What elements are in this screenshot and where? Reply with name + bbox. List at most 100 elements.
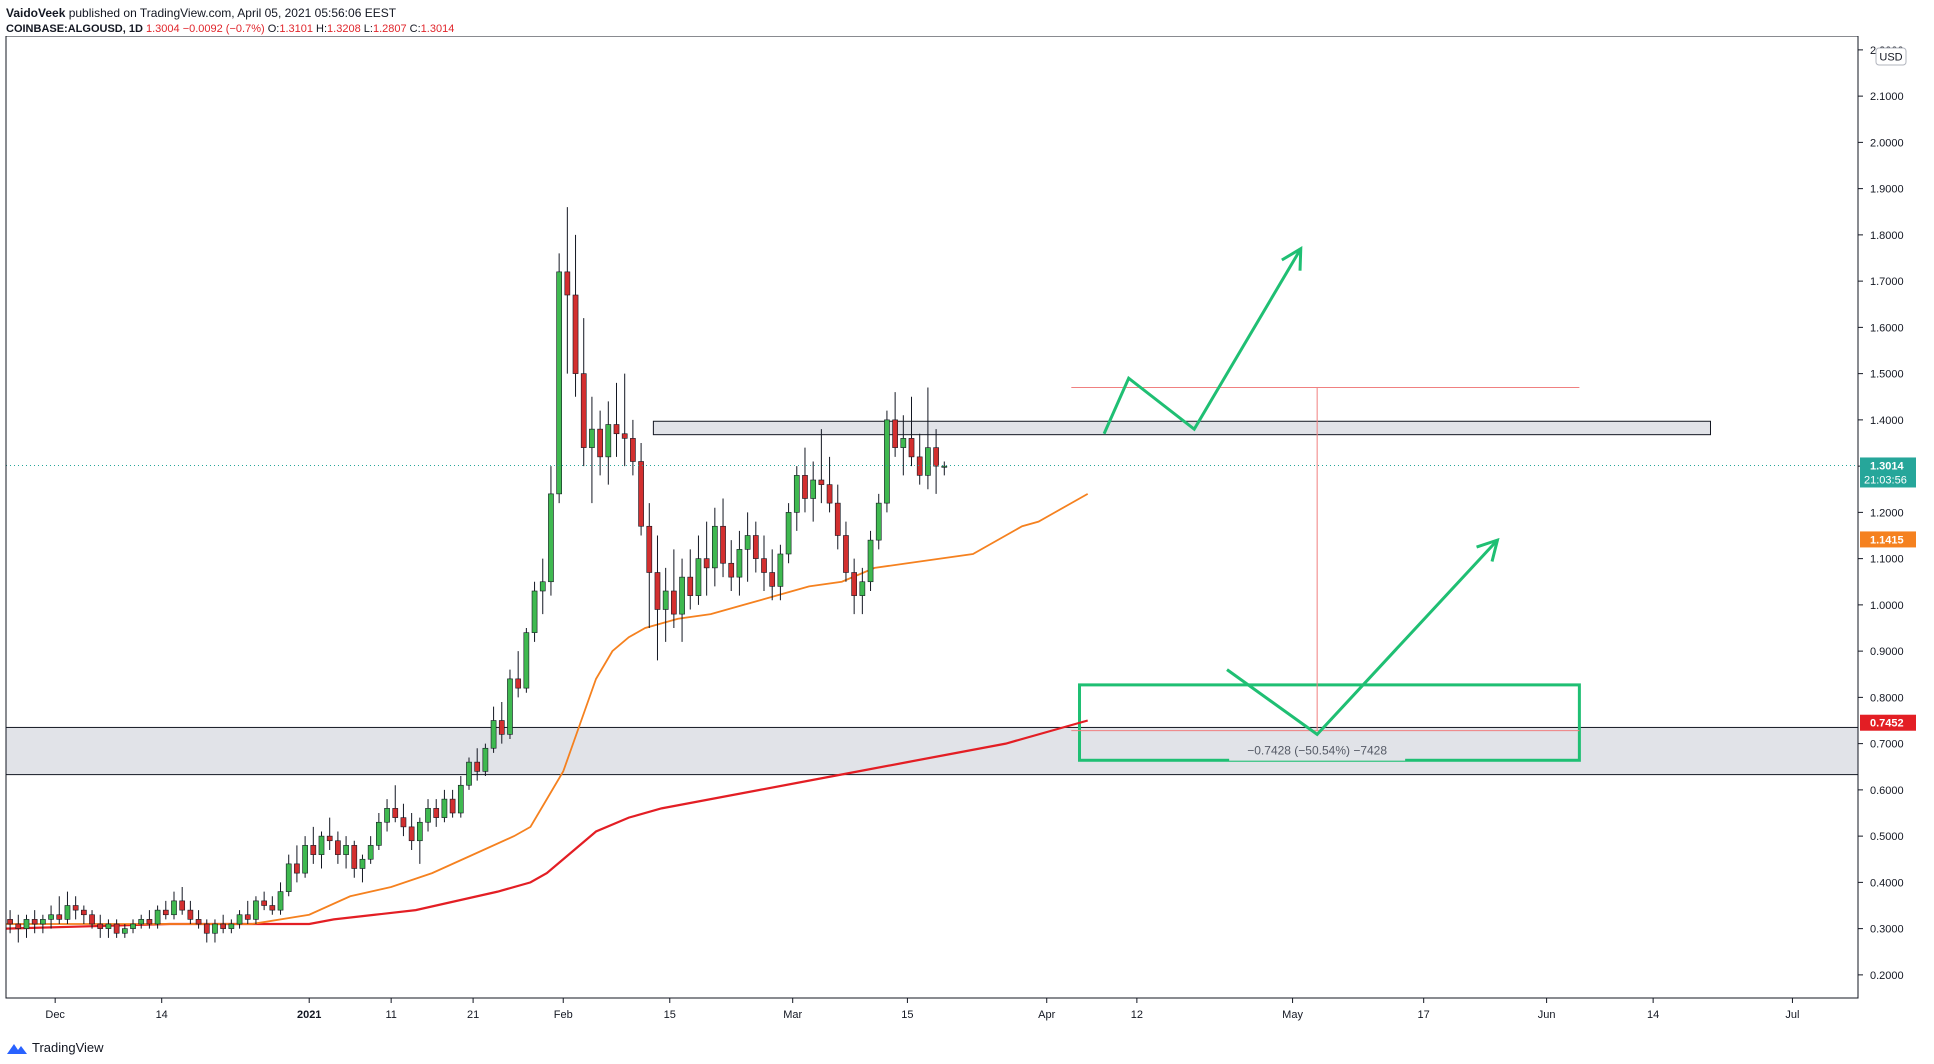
x-tick-label: May <box>1282 1009 1303 1021</box>
x-tick-label: Dec <box>45 1009 65 1021</box>
x-tick-label: Jun <box>1538 1009 1556 1021</box>
candle-up <box>712 525 718 569</box>
candle-up <box>744 535 751 550</box>
candle-down <box>269 905 276 911</box>
measure-label-box <box>1229 740 1406 761</box>
x-tick-label: 21 <box>467 1009 479 1021</box>
candle-down <box>687 576 694 596</box>
ma200-price-label-box <box>1860 714 1916 731</box>
candle-down <box>474 761 481 772</box>
candle-up <box>507 678 513 735</box>
author-name[interactable]: VaidoVeek <box>6 6 66 20</box>
candle-down <box>187 909 194 920</box>
candle-down <box>498 720 505 735</box>
candle-down <box>310 845 317 855</box>
last-price-label: 1.3014 <box>1870 460 1905 472</box>
candle-down <box>728 562 735 578</box>
candle-up <box>105 923 112 929</box>
candle-down <box>752 535 759 559</box>
candle-down <box>892 419 898 448</box>
candle-down <box>580 373 587 448</box>
open-value: 1.3101 <box>279 23 313 35</box>
candle-up <box>277 891 284 911</box>
y-tick-label: 0.4000 <box>1870 877 1904 889</box>
last-price-label-box <box>1860 457 1916 488</box>
y-tick-label: 1.1000 <box>1870 554 1904 566</box>
candle-down <box>646 525 653 573</box>
candle-down <box>392 808 399 818</box>
candle-up <box>548 493 554 583</box>
candle-up <box>867 539 874 583</box>
candle-down <box>654 572 661 610</box>
candle-up <box>121 928 128 934</box>
candle-down <box>572 294 579 374</box>
candle-down <box>433 808 440 818</box>
candle-down <box>769 572 776 587</box>
candle-up <box>679 576 685 615</box>
y-tick-label: 1.7000 <box>1870 276 1904 288</box>
moving-averages-layer <box>5 493 1089 930</box>
candle-down <box>244 914 251 920</box>
price-axis: 0.2000 0.3000 0.4000 0.5000 0.6000 0.7000 0.80… <box>1858 45 1904 982</box>
candle-up <box>556 271 562 495</box>
candle-down <box>933 447 939 467</box>
candle-up <box>384 808 390 823</box>
candle-down <box>179 900 186 911</box>
ema50-line <box>6 493 1089 925</box>
candle-up <box>482 747 489 772</box>
currency-button[interactable]: USD <box>1875 47 1907 66</box>
y-tick-label: 0.3000 <box>1870 924 1904 936</box>
candle-down <box>613 424 620 435</box>
candle-up <box>48 914 54 920</box>
candle-down <box>326 835 333 842</box>
close-value: 1.3014 <box>420 23 455 35</box>
y-tick-label: 1.5000 <box>1870 369 1904 381</box>
candle-down <box>843 535 849 573</box>
low-value: 1.2807 <box>372 23 407 35</box>
candle-up <box>154 909 161 925</box>
publish-info: published on TradingView.com, April 05, … <box>65 6 397 20</box>
candle-up <box>457 784 464 814</box>
candle-down <box>31 919 38 925</box>
candle-down <box>400 817 407 828</box>
currency-button-box[interactable] <box>1875 47 1907 66</box>
price-labels-layer: 1.3014 21:03:56 1.1415 0.7452 <box>1860 457 1916 731</box>
candle-down <box>630 438 636 462</box>
tradingview-brand-label: TradingView <box>32 1040 104 1055</box>
candle-up <box>416 821 423 842</box>
tradingview-brand[interactable]: TradingView <box>6 1040 104 1055</box>
x-tick-label: Jul <box>1785 1009 1799 1021</box>
candle-up <box>425 808 431 823</box>
x-tick-label: 14 <box>156 1009 168 1021</box>
candle-down <box>81 909 87 916</box>
candle-down <box>802 475 808 499</box>
currency-button-label[interactable]: USD <box>1879 52 1902 64</box>
candle-up <box>138 919 145 925</box>
upside-arrow-head <box>1281 246 1303 271</box>
candle-down <box>162 909 169 916</box>
chart-frame <box>5 36 1859 999</box>
y-tick-label: 1.2000 <box>1870 507 1904 519</box>
low-label: L: <box>363 23 373 35</box>
candle-up <box>171 900 177 916</box>
last-price-label-countdown: 21:03:56 <box>1864 474 1907 486</box>
y-tick-label: 2.0000 <box>1870 137 1904 149</box>
x-tick-label: 14 <box>1647 1009 1659 1021</box>
symbol-label[interactable]: COINBASE:ALGOUSD, 1D <box>6 23 143 35</box>
candle-down <box>195 919 202 925</box>
zones-layer <box>5 420 1859 776</box>
price-chart[interactable]: −0.7428 (−50.54%) −7428 0.2000 0.3000 0.40… <box>0 36 1934 1036</box>
y-tick-label: 0.7000 <box>1870 739 1904 751</box>
candle-up <box>490 720 497 749</box>
high-value: 1.3208 <box>327 23 361 35</box>
candle-up <box>884 419 890 504</box>
y-tick-label: 1.0000 <box>1870 600 1904 612</box>
dip-arrow-head <box>1476 537 1500 562</box>
candle-up <box>376 821 382 846</box>
candle-down <box>56 914 63 920</box>
y-tick-label: 0.8000 <box>1870 692 1904 704</box>
x-tick-label: 11 <box>385 1009 396 1021</box>
x-tick-label: Feb <box>554 1009 573 1021</box>
candle-up <box>23 919 30 929</box>
candle-down <box>916 456 923 476</box>
